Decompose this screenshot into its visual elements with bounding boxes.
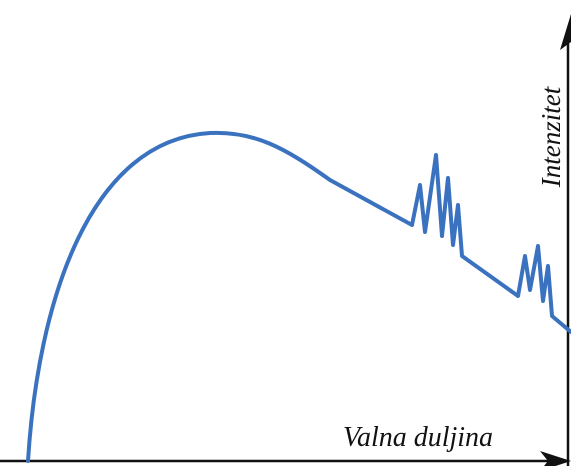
spectrum-curve xyxy=(26,130,571,463)
x-axis-arrow xyxy=(540,451,571,466)
x-axis-label: Valna duljina xyxy=(343,422,493,453)
y-axis-arrow xyxy=(560,14,571,50)
y-axis-label: Intenzitet xyxy=(536,85,566,188)
